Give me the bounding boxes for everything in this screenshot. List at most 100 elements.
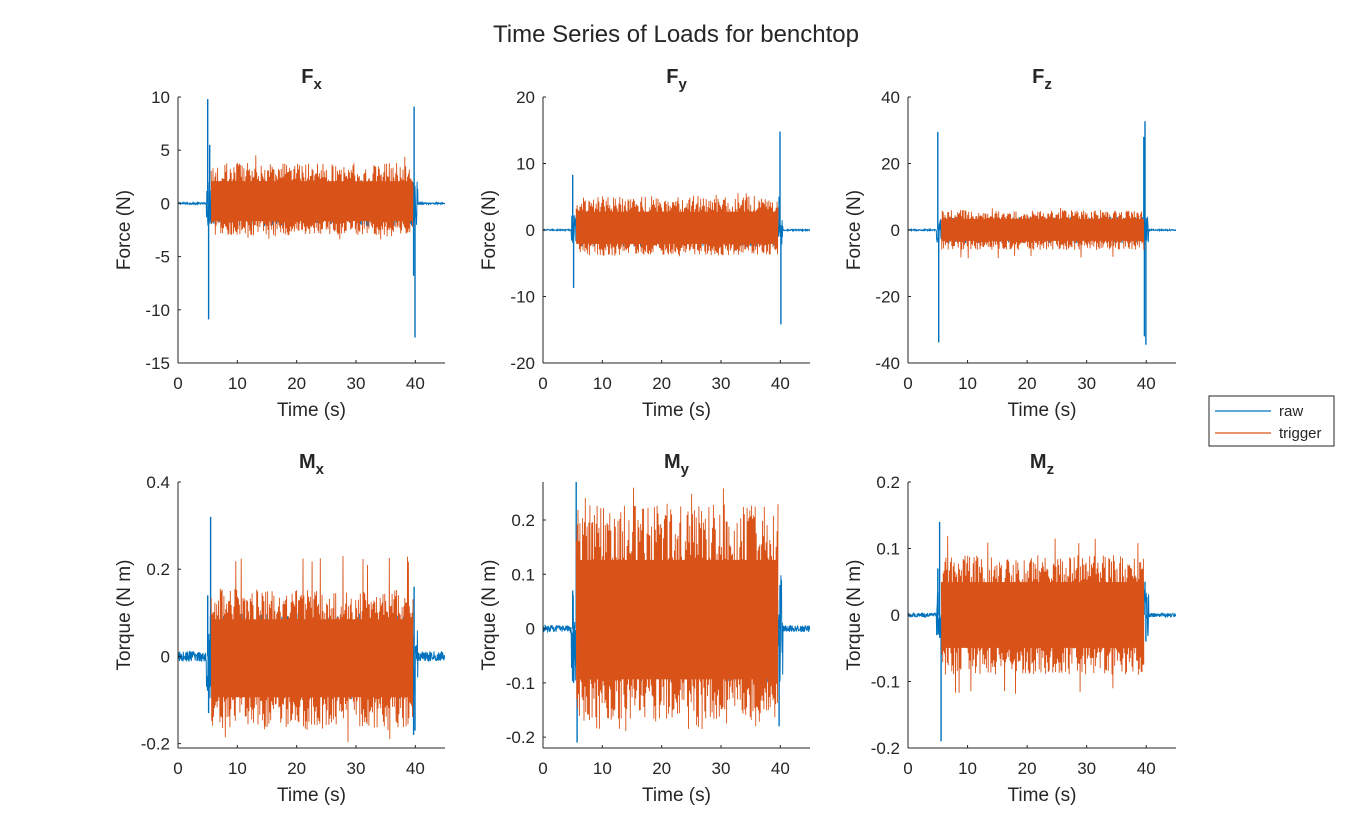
x-tick-label: 40	[771, 759, 790, 778]
x-tick-label: 40	[1137, 759, 1156, 778]
x-tick-label: 20	[652, 759, 671, 778]
x-tick-label: 0	[538, 374, 547, 393]
y-tick-label: -40	[875, 354, 900, 373]
subplot-2: 0 10 20 30 40 -20 -10 0 10 20 Time (s) Force (N) Fy	[479, 66, 810, 421]
trigger-band-core	[576, 559, 778, 680]
subplot-title: Fz	[1032, 66, 1052, 93]
plot-area	[178, 99, 445, 338]
subplot-title-subscript: z	[1044, 76, 1052, 93]
y-tick-label: -10	[145, 301, 170, 320]
y-tick-label: -5	[155, 248, 170, 267]
legend[interactable]: raw trigger	[1208, 395, 1335, 447]
y-tick-label: 20	[881, 155, 900, 174]
subplot-6: 0 10 20 30 40 -0.2 -0.1 0 0.1 0.2 Time (s) Torque (…	[844, 451, 1176, 806]
y-axis-label: Torque (N m)	[114, 560, 135, 671]
x-axis-label: Time (s)	[642, 400, 711, 421]
subplot-5: 0 10 20 30 40 -0.2 -0.1 0 0.1 0.2 Time (s) Torque (…	[479, 451, 810, 806]
trigger-band-core	[576, 211, 778, 244]
y-tick-label: 0	[161, 647, 170, 666]
y-tick-label: 0.1	[511, 565, 535, 584]
x-tick-label: 0	[903, 759, 912, 778]
trigger-band-core	[941, 582, 1144, 648]
subplot-title-subscript: x	[316, 461, 325, 478]
x-tick-label: 10	[958, 374, 977, 393]
subplot-title: Fy	[666, 66, 687, 93]
y-tick-label: 0.2	[146, 560, 170, 579]
x-tick-label: 0	[903, 374, 912, 393]
subplot-title-main: F	[666, 66, 678, 88]
x-axis-label: Time (s)	[1008, 785, 1077, 806]
y-axis-label: Force (N)	[844, 190, 865, 270]
x-tick-label: 20	[287, 374, 306, 393]
subplot-title-main: F	[1032, 66, 1044, 88]
y-tick-label: -0.2	[141, 735, 170, 754]
x-tick-label: 10	[593, 374, 612, 393]
x-tick-label: 0	[173, 374, 182, 393]
x-tick-label: 30	[347, 759, 366, 778]
subplot-title: My	[664, 451, 690, 478]
y-axis-label: Torque (N m)	[479, 560, 500, 671]
y-tick-label: 0	[526, 620, 535, 639]
x-tick-label: 20	[652, 374, 671, 393]
subplot-title: Mx	[299, 451, 325, 478]
y-tick-label: -0.1	[506, 674, 535, 693]
figure-title: Time Series of Loads for benchtop	[493, 21, 859, 48]
subplot-title-main: M	[299, 451, 316, 473]
y-tick-label: 10	[516, 155, 535, 174]
x-tick-label: 0	[538, 759, 547, 778]
y-tick-label: 0	[161, 194, 170, 213]
y-tick-label: -0.1	[871, 673, 900, 692]
y-tick-label: 0.2	[511, 511, 535, 530]
subplot-title-main: F	[301, 66, 313, 88]
trigger-band-core	[941, 219, 1144, 241]
y-axis-label: Force (N)	[114, 190, 135, 270]
series-trigger-line	[210, 556, 414, 743]
x-tick-label: 30	[1077, 374, 1096, 393]
x-tick-label: 40	[406, 374, 425, 393]
y-tick-label: 0	[891, 221, 900, 240]
y-tick-label: -20	[875, 288, 900, 307]
y-tick-label: 0.4	[146, 473, 170, 492]
legend-box	[1208, 395, 1335, 447]
series-trigger-line	[575, 487, 779, 732]
y-tick-label: 0.2	[876, 473, 900, 492]
y-tick-label: 0	[526, 221, 535, 240]
subplot-1: 0 10 20 30 40 -15 -10 -5 0 5 10 Time (s) Force (N) Fx	[114, 66, 445, 421]
plot-area	[178, 516, 445, 743]
subplot-3: 0 10 20 30 40 -40 -20 0 20 40 Time (s) Force (N) Fz	[844, 66, 1176, 421]
subplot-title-subscript: x	[313, 76, 322, 93]
plot-area	[543, 131, 810, 325]
y-tick-label: -10	[510, 288, 535, 307]
x-tick-label: 40	[406, 759, 425, 778]
x-axis-label: Time (s)	[1008, 400, 1077, 421]
y-tick-label: 10	[151, 88, 170, 107]
subplot-title-main: M	[1030, 451, 1047, 473]
subplot-title-main: M	[664, 451, 681, 473]
x-tick-label: 20	[287, 759, 306, 778]
x-tick-label: 40	[1137, 374, 1156, 393]
x-tick-label: 10	[228, 374, 247, 393]
subplot-title: Mz	[1030, 451, 1054, 478]
trigger-band-core	[211, 181, 413, 221]
x-axis-label: Time (s)	[277, 785, 346, 806]
y-tick-label: -0.2	[871, 739, 900, 758]
legend-label-trigger: trigger	[1279, 425, 1322, 442]
x-tick-label: 30	[1077, 759, 1096, 778]
y-axis-label: Force (N)	[479, 190, 500, 270]
y-axis-label: Torque (N m)	[844, 560, 865, 671]
x-tick-label: 0	[173, 759, 182, 778]
y-tick-label: -20	[510, 354, 535, 373]
subplot-title-subscript: y	[678, 76, 687, 93]
x-tick-label: 20	[1018, 374, 1037, 393]
x-axis-label: Time (s)	[277, 400, 346, 421]
y-tick-label: -15	[145, 354, 170, 373]
plot-area	[543, 482, 810, 743]
plot-area	[908, 521, 1176, 742]
x-tick-label: 40	[771, 374, 790, 393]
subplot-grid: 0 10 20 30 40 -15 -10 -5 0 5 10 Time (s) Force (N) Fx…	[114, 66, 1176, 806]
x-tick-label: 10	[228, 759, 247, 778]
x-tick-label: 30	[347, 374, 366, 393]
x-axis-label: Time (s)	[642, 785, 711, 806]
